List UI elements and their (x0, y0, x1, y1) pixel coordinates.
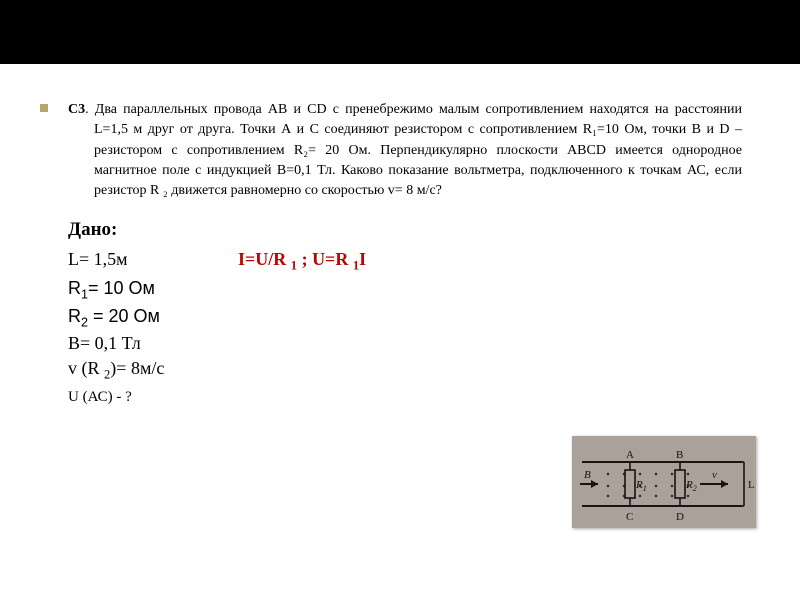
label-A: A (626, 449, 634, 461)
given-R1-post: = 10 Ом (88, 278, 155, 298)
given-row-R1: R1= 10 Ом (68, 278, 752, 302)
given-R1: R1= 10 Ом (68, 278, 238, 302)
given-row-L: L= 1,5м I=U/R 1 ; U=R 1I (68, 249, 752, 274)
problem-label: С3 (68, 102, 85, 117)
label-C: C (626, 511, 633, 523)
formula-2-post: I (359, 249, 366, 269)
circuit-figure: A B C D B v L R1 R2 (572, 436, 756, 528)
given-R1-pre: R (68, 278, 81, 298)
given-B: В= 0,1 Тл (68, 333, 238, 354)
circuit-svg: A B C D B v L R1 R2 (572, 436, 756, 528)
problem-body: . Два параллельных провода АВ и CD с пре… (85, 102, 742, 198)
given-R1-sub: 1 (81, 288, 88, 302)
given-row-B: В= 0,1 Тл (68, 333, 752, 354)
given-row-R2: R2 = 20 Ом (68, 306, 752, 330)
given-R2-pre: R (68, 306, 81, 326)
formula-mid: ; (297, 249, 312, 269)
label-v: v (712, 469, 717, 481)
title-band (0, 0, 800, 64)
label-B: B (676, 449, 683, 461)
problem-text: С3. Два параллельных провода АВ и CD с п… (68, 100, 742, 201)
given-v: v (R 2)= 8м/с (68, 358, 238, 383)
given-title: Дано: (68, 219, 752, 241)
formulas: I=U/R 1 ; U=R 1I (238, 249, 366, 274)
formula-1-pre: I=U/R (238, 249, 291, 269)
given-R2: R2 = 20 Ом (68, 306, 238, 330)
formula-2-pre: U=R (312, 249, 353, 269)
label-L: L (748, 479, 755, 491)
given-R2-post: = 20 Ом (88, 306, 160, 326)
label-Bvec: B (584, 469, 591, 481)
given-row-v: v (R 2)= 8м/с (68, 358, 752, 383)
unknown: U (АС) - ? (68, 389, 752, 406)
given-v-post: )= 8м/с (110, 358, 164, 378)
given-R2-sub: 2 (81, 315, 88, 329)
bullet (40, 104, 48, 112)
given-v-pre: v (R (68, 358, 104, 378)
label-D: D (676, 511, 684, 523)
slide: С3. Два параллельных провода АВ и CD с п… (0, 0, 800, 600)
given-L: L= 1,5м (68, 249, 238, 270)
